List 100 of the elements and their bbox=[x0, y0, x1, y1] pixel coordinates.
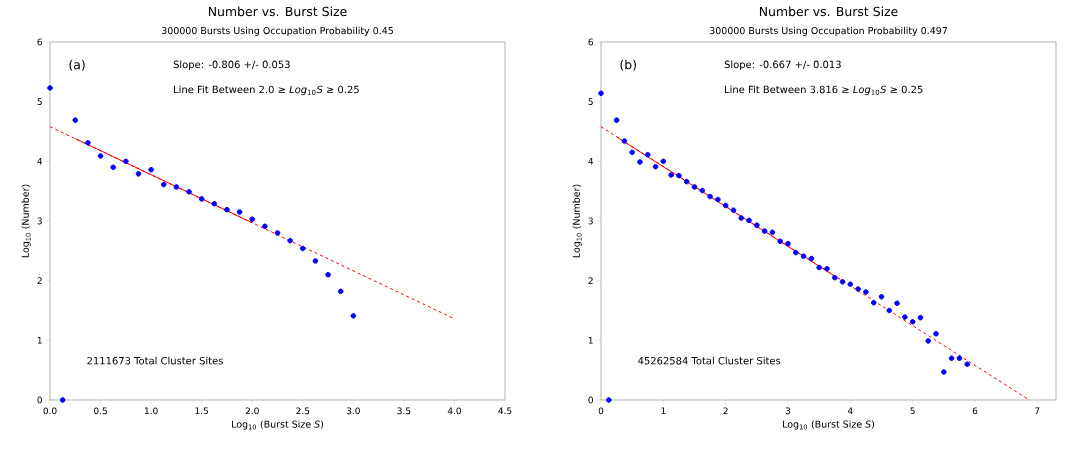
annotation: Line Fit Between 2.0 ≥ Log$_{10}$S ≥ 0.25 bbox=[174, 85, 359, 96]
point bbox=[606, 397, 612, 403]
point bbox=[337, 288, 344, 295]
y-tick-label: 4 bbox=[588, 158, 594, 165]
point bbox=[722, 202, 729, 209]
point bbox=[47, 85, 53, 91]
x-tick-label: 4.0 bbox=[447, 407, 461, 415]
y-tick-label: 1 bbox=[588, 337, 593, 344]
point bbox=[870, 299, 877, 306]
point bbox=[902, 314, 908, 320]
x-tick-label: 2.0 bbox=[245, 407, 259, 415]
point bbox=[831, 274, 838, 281]
point bbox=[894, 300, 900, 307]
point bbox=[754, 222, 760, 228]
x-tick-label: 3.0 bbox=[346, 407, 360, 415]
point bbox=[262, 223, 268, 230]
point bbox=[249, 216, 256, 222]
x-tick-label: 0.5 bbox=[94, 407, 107, 415]
point bbox=[652, 163, 659, 170]
point bbox=[730, 207, 737, 214]
x-tick-label: 2 bbox=[723, 407, 728, 415]
point bbox=[878, 293, 885, 300]
point bbox=[312, 258, 319, 264]
point bbox=[350, 313, 357, 319]
point bbox=[224, 206, 230, 213]
point bbox=[847, 281, 854, 288]
point bbox=[691, 184, 698, 190]
x-tick-label: 1 bbox=[661, 407, 666, 414]
point bbox=[613, 117, 620, 123]
point bbox=[839, 279, 846, 285]
x-tick-label: 4 bbox=[847, 407, 853, 414]
y-tick-label: 6 bbox=[588, 38, 594, 46]
x-tick-label: 4.5 bbox=[498, 407, 512, 415]
x-tick-label: 2.5 bbox=[296, 407, 310, 415]
point bbox=[676, 172, 682, 179]
y-axis-title: Log$_{10}$ (Number) bbox=[21, 184, 31, 258]
point bbox=[186, 188, 192, 195]
x-axis-title: Log$_{10}$ (Burst Size S) bbox=[783, 420, 875, 430]
annotation: (b) bbox=[620, 59, 636, 71]
point bbox=[637, 159, 643, 165]
point bbox=[668, 172, 674, 178]
y-axis-title: Log$_{10}$ (Number) bbox=[572, 184, 582, 258]
chart-subtitle: 300000 Bursts Using Occupation Probability 0.497 bbox=[709, 26, 947, 36]
point bbox=[824, 265, 830, 272]
annotation: (a) bbox=[69, 59, 85, 71]
point bbox=[173, 184, 180, 190]
x-axis-title: Log$_{10}$ (Burst Size S) bbox=[232, 420, 324, 430]
y-tick-label: 0 bbox=[588, 396, 593, 404]
x-tick-label: 3.5 bbox=[397, 407, 411, 415]
y-tick-label: 2 bbox=[588, 277, 593, 284]
point bbox=[211, 200, 218, 207]
point bbox=[746, 217, 752, 224]
point bbox=[808, 255, 815, 262]
x-tick-label: 6 bbox=[972, 407, 978, 415]
point bbox=[707, 193, 713, 200]
point bbox=[777, 238, 783, 245]
x-tick-label: 1.5 bbox=[195, 407, 209, 415]
chart-subtitle: 300000 Bursts Using Occupation Probability 0.45 bbox=[161, 26, 393, 36]
y-tick-label: 1 bbox=[37, 337, 42, 344]
x-tick-label: 3 bbox=[785, 407, 791, 415]
point bbox=[287, 237, 293, 244]
point bbox=[59, 397, 66, 403]
point bbox=[917, 314, 924, 321]
y-tick-label: 2 bbox=[37, 277, 42, 284]
y-tick-label: 3 bbox=[588, 217, 593, 225]
y-tick-label: 6 bbox=[37, 38, 43, 46]
point bbox=[941, 369, 947, 375]
point bbox=[948, 355, 955, 362]
point bbox=[72, 117, 79, 123]
annotation: 45262584 Total Cluster Sites bbox=[638, 356, 781, 365]
point bbox=[769, 229, 776, 236]
point bbox=[886, 307, 893, 314]
point bbox=[85, 140, 91, 146]
point bbox=[598, 90, 604, 97]
y-tick-label: 3 bbox=[37, 217, 42, 225]
point bbox=[660, 158, 667, 165]
point bbox=[629, 149, 635, 156]
point bbox=[925, 338, 932, 344]
point bbox=[644, 151, 651, 158]
chart-title: Number vs. Burst Size bbox=[759, 6, 898, 17]
annotation: Slope: -0.667 +/- 0.013 bbox=[724, 60, 841, 71]
point bbox=[123, 158, 129, 165]
point bbox=[148, 166, 154, 173]
x-tick-label: 5 bbox=[910, 407, 915, 415]
point bbox=[933, 330, 939, 337]
point bbox=[964, 361, 970, 367]
point bbox=[135, 171, 142, 177]
point bbox=[621, 138, 628, 144]
point bbox=[761, 228, 768, 234]
point bbox=[792, 249, 799, 256]
point bbox=[97, 153, 104, 159]
x-tick-label: 1.0 bbox=[144, 407, 158, 415]
annotation: Line Fit Between 3.816 ≥ Log$_{10}$S ≥ 0.25 bbox=[725, 85, 923, 96]
annotation: 2111673 Total Cluster Sites bbox=[87, 356, 223, 365]
point bbox=[198, 196, 205, 202]
annotation: Slope: -0.806 +/- 0.053 bbox=[173, 60, 290, 71]
point bbox=[160, 181, 167, 188]
y-tick-label: 5 bbox=[37, 98, 42, 105]
point bbox=[738, 215, 745, 221]
point bbox=[816, 264, 822, 271]
